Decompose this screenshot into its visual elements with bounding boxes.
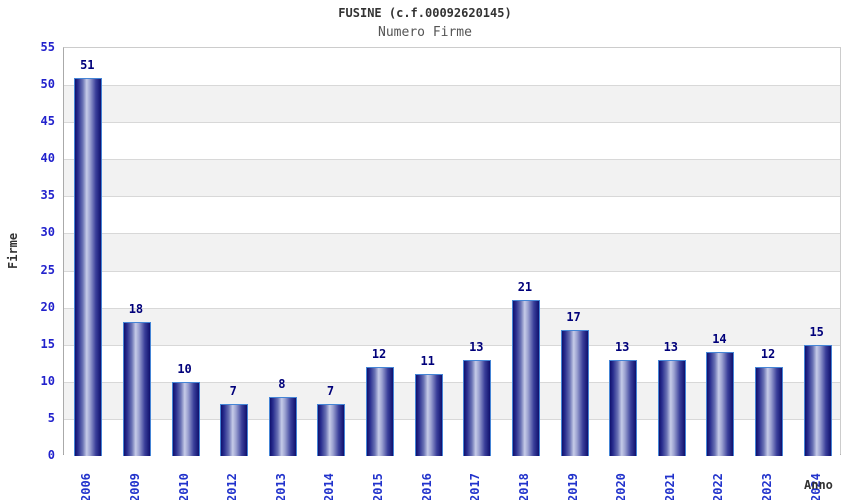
bar-value-label: 7 bbox=[229, 384, 237, 399]
bar bbox=[74, 77, 103, 456]
bar-value-label: 12 bbox=[760, 346, 776, 361]
y-tick-label: 0 bbox=[47, 448, 55, 462]
bar-value-label: 15 bbox=[809, 324, 824, 339]
background-band bbox=[64, 307, 840, 345]
bar-value-label: 14 bbox=[712, 332, 727, 347]
bar bbox=[657, 359, 686, 456]
y-tick-label: 30 bbox=[40, 225, 55, 240]
background-band bbox=[64, 48, 840, 86]
bar-value-label: 7 bbox=[326, 384, 335, 399]
x-tick-label: 2013 bbox=[273, 473, 288, 500]
y-tick-label: 5 bbox=[47, 410, 55, 425]
x-tick-label: 2009 bbox=[127, 473, 142, 500]
y-tick-label: 55 bbox=[40, 40, 55, 54]
background-band bbox=[64, 233, 840, 271]
bar bbox=[511, 300, 540, 456]
x-tick-label: 2006 bbox=[79, 473, 94, 500]
y-tick-label: 25 bbox=[40, 262, 55, 277]
bar bbox=[122, 322, 151, 456]
background-band bbox=[64, 196, 840, 234]
gridline bbox=[64, 270, 840, 272]
bar bbox=[220, 404, 249, 456]
gridline bbox=[64, 418, 840, 420]
bar-value-label: 10 bbox=[177, 361, 192, 376]
bar bbox=[755, 366, 784, 456]
plot-area bbox=[63, 47, 841, 456]
bar-value-label: 21 bbox=[517, 280, 533, 295]
x-tick-label: 2012 bbox=[225, 473, 240, 500]
gridline bbox=[64, 381, 840, 383]
gridline bbox=[64, 233, 840, 235]
gridline bbox=[64, 307, 840, 309]
y-tick-label: 35 bbox=[40, 188, 55, 203]
background-band bbox=[64, 270, 840, 308]
y-tick-label: 50 bbox=[40, 77, 55, 92]
bar bbox=[317, 404, 346, 456]
x-tick-label: 2021 bbox=[662, 473, 677, 500]
x-tick-label: 2018 bbox=[516, 473, 531, 500]
bar-value-label: 18 bbox=[128, 302, 144, 317]
y-tick-label: 40 bbox=[40, 151, 55, 166]
x-tick-label: 2010 bbox=[176, 473, 191, 500]
x-tick-label: 2019 bbox=[565, 473, 580, 500]
y-tick-label: 45 bbox=[40, 114, 55, 129]
bar-value-label: 12 bbox=[371, 346, 387, 361]
x-axis-title: Anno bbox=[804, 478, 833, 492]
x-tick-label: 2016 bbox=[419, 473, 434, 500]
bar bbox=[609, 359, 638, 456]
chart-title: FUSINE (c.f.00092620145) bbox=[338, 6, 512, 20]
background-band bbox=[64, 122, 840, 160]
y-axis-title: Firme bbox=[6, 232, 20, 270]
y-tick-label: 10 bbox=[40, 373, 55, 388]
bar-value-label: 11 bbox=[420, 354, 435, 369]
x-tick-label: 2023 bbox=[760, 473, 775, 500]
chart-subtitle: Numero Firme bbox=[378, 25, 472, 40]
bar bbox=[171, 381, 200, 456]
background-band bbox=[64, 159, 840, 197]
x-tick-label: 2017 bbox=[468, 473, 483, 500]
x-tick-label: 2015 bbox=[371, 473, 386, 500]
bar bbox=[560, 329, 589, 456]
bar-value-label: 51 bbox=[80, 57, 95, 72]
bar bbox=[706, 352, 735, 456]
x-tick-label: 2020 bbox=[614, 473, 629, 500]
gridline bbox=[64, 122, 840, 124]
x-tick-label: 2014 bbox=[322, 473, 337, 500]
gridline bbox=[64, 344, 840, 346]
gridline bbox=[64, 196, 840, 198]
x-tick-label: 2022 bbox=[711, 473, 726, 500]
y-tick-label: 20 bbox=[40, 299, 55, 314]
gridline bbox=[64, 159, 840, 161]
bar-value-label: 13 bbox=[663, 339, 679, 354]
bar bbox=[463, 359, 492, 456]
bar bbox=[803, 344, 832, 456]
background-band bbox=[64, 85, 840, 123]
bar-value-label: 13 bbox=[469, 339, 484, 354]
bar bbox=[414, 374, 443, 456]
gridline bbox=[64, 85, 840, 87]
bar-value-label: 13 bbox=[614, 339, 630, 354]
bar bbox=[366, 366, 395, 456]
y-tick-label: 15 bbox=[40, 336, 55, 351]
bar-value-label: 8 bbox=[278, 376, 286, 391]
bar bbox=[268, 396, 297, 456]
bar-value-label: 17 bbox=[566, 309, 581, 324]
